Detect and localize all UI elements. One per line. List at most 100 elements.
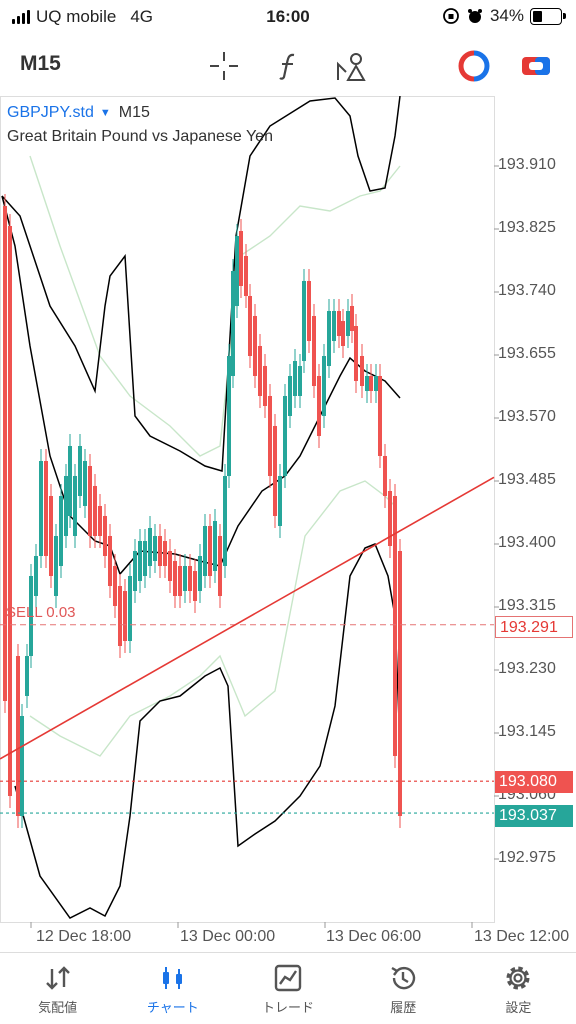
bull-candle (332, 311, 336, 341)
tab-trade-label: トレード (262, 1000, 315, 1015)
bear-candle (218, 536, 222, 596)
tab-quotes[interactable]: 気配値 (0, 953, 115, 1024)
bear-candle (268, 396, 272, 476)
plot-frame (0, 96, 495, 923)
chart-canvas[interactable] (0, 96, 576, 950)
sell-price-tag: 193.291 (495, 616, 573, 638)
bull-candle (298, 366, 302, 396)
one-click-icon[interactable] (520, 50, 552, 82)
bull-candle (322, 356, 326, 416)
bear-candle (360, 356, 364, 386)
outer-envelope-line (29, 155, 401, 457)
bear-candle (103, 516, 107, 556)
bear-candle (108, 536, 112, 586)
x-tick-label: 12 Dec 18:00 (36, 928, 132, 945)
bear-candle (388, 491, 392, 546)
tab-settings-label: 設定 (505, 1000, 532, 1015)
bull-candle (293, 361, 297, 396)
bull-candle (138, 541, 142, 581)
price-chart[interactable]: GBPJPY.std ▼ M15 Great Britain Pound vs … (0, 96, 576, 950)
function-icon[interactable] (272, 50, 304, 82)
alarm-icon (467, 9, 482, 23)
bull-candle (39, 461, 43, 556)
bull-candle (34, 556, 38, 596)
bear-candle (244, 256, 248, 296)
timeframe-button[interactable]: M15 (20, 52, 61, 75)
bear-candle (350, 306, 354, 331)
bear-candle (178, 566, 182, 596)
bear-candle (317, 376, 321, 436)
symbol-description: Great Britain Pound vs Japanese Yen (7, 128, 273, 145)
bull-candle (283, 396, 287, 476)
x-tick-label: 13 Dec 06:00 (326, 928, 422, 945)
bull-candle (227, 356, 231, 476)
bull-candle (59, 496, 63, 566)
bear-candle (44, 461, 48, 556)
bull-candle (346, 311, 350, 336)
bull-candle (302, 281, 306, 361)
bear-candle (188, 566, 192, 591)
bear-candle (8, 226, 12, 796)
bear-candle (398, 551, 402, 816)
bear-candle (158, 536, 162, 566)
bull-candle (327, 311, 331, 366)
bear-candle (253, 316, 257, 376)
tab-chart-label: チャート (146, 1000, 199, 1015)
bull-candle (78, 446, 82, 496)
carrier-label: UQ mobile (36, 7, 117, 26)
tab-chart[interactable]: チャート (115, 953, 230, 1024)
symbol-name[interactable]: GBPJPY.std (7, 104, 94, 121)
bull-candle (128, 576, 132, 641)
symbol-header[interactable]: GBPJPY.std ▼ M15 (7, 104, 150, 122)
battery-percent: 34% (489, 6, 524, 25)
sell-order-label[interactable]: SELL 0.03 (6, 604, 76, 621)
y-tick-label: 193.910 (498, 156, 556, 173)
bear-candle (307, 281, 311, 341)
dropdown-caret-icon[interactable]: ▼ (99, 107, 111, 119)
tab-history[interactable]: 履歴 (346, 953, 461, 1024)
bull-candle (223, 476, 227, 566)
bull-candle (25, 656, 29, 696)
shapes-icon[interactable] (336, 50, 368, 82)
trade-icon (274, 964, 302, 992)
tab-quotes-label: 気配値 (38, 1000, 78, 1015)
bear-candle (369, 376, 373, 391)
signal-icon (12, 10, 30, 24)
bull-candle (374, 376, 378, 391)
bear-candle (208, 526, 212, 576)
bear-candle (168, 551, 172, 581)
crosshair-icon[interactable] (208, 50, 240, 82)
bear-candle (337, 311, 341, 336)
outer-envelope-line (29, 480, 396, 757)
y-tick-label: 193.485 (498, 471, 556, 488)
bull-candle (198, 556, 202, 591)
bid-price-tag: 193.080 (495, 771, 573, 793)
tab-settings[interactable]: 設定 (461, 953, 576, 1024)
x-tick-label: 13 Dec 12:00 (474, 928, 570, 945)
y-tick-label: 193.145 (498, 723, 556, 740)
history-icon (391, 966, 416, 990)
bear-candle (118, 586, 122, 646)
trend-line (0, 476, 495, 760)
bear-candle (341, 321, 345, 346)
tab-trade[interactable]: トレード (230, 953, 345, 1024)
bear-candle (383, 456, 387, 496)
bear-candle (16, 656, 20, 816)
status-bar: UQ mobile 4G 16:00 34% (0, 0, 576, 34)
x-tick-label: 13 Dec 00:00 (180, 928, 276, 945)
bear-candle (49, 496, 53, 576)
bear-candle (312, 316, 316, 386)
bull-candle (365, 376, 369, 391)
bear-candle (88, 466, 92, 536)
network-label: 4G (130, 7, 153, 26)
bear-candle (263, 366, 267, 406)
bottom-tab-bar: 気配値 チャート トレード 履歴 設定 (0, 952, 576, 1024)
bear-candle (193, 571, 197, 601)
settings-icon (506, 966, 530, 990)
lower-band-line (14, 543, 401, 919)
bull-candle (73, 476, 77, 536)
bear-candle (248, 296, 252, 356)
y-tick-label: 193.315 (498, 597, 556, 614)
trade-toggle-icon[interactable] (458, 50, 490, 82)
bull-candle (288, 376, 292, 416)
